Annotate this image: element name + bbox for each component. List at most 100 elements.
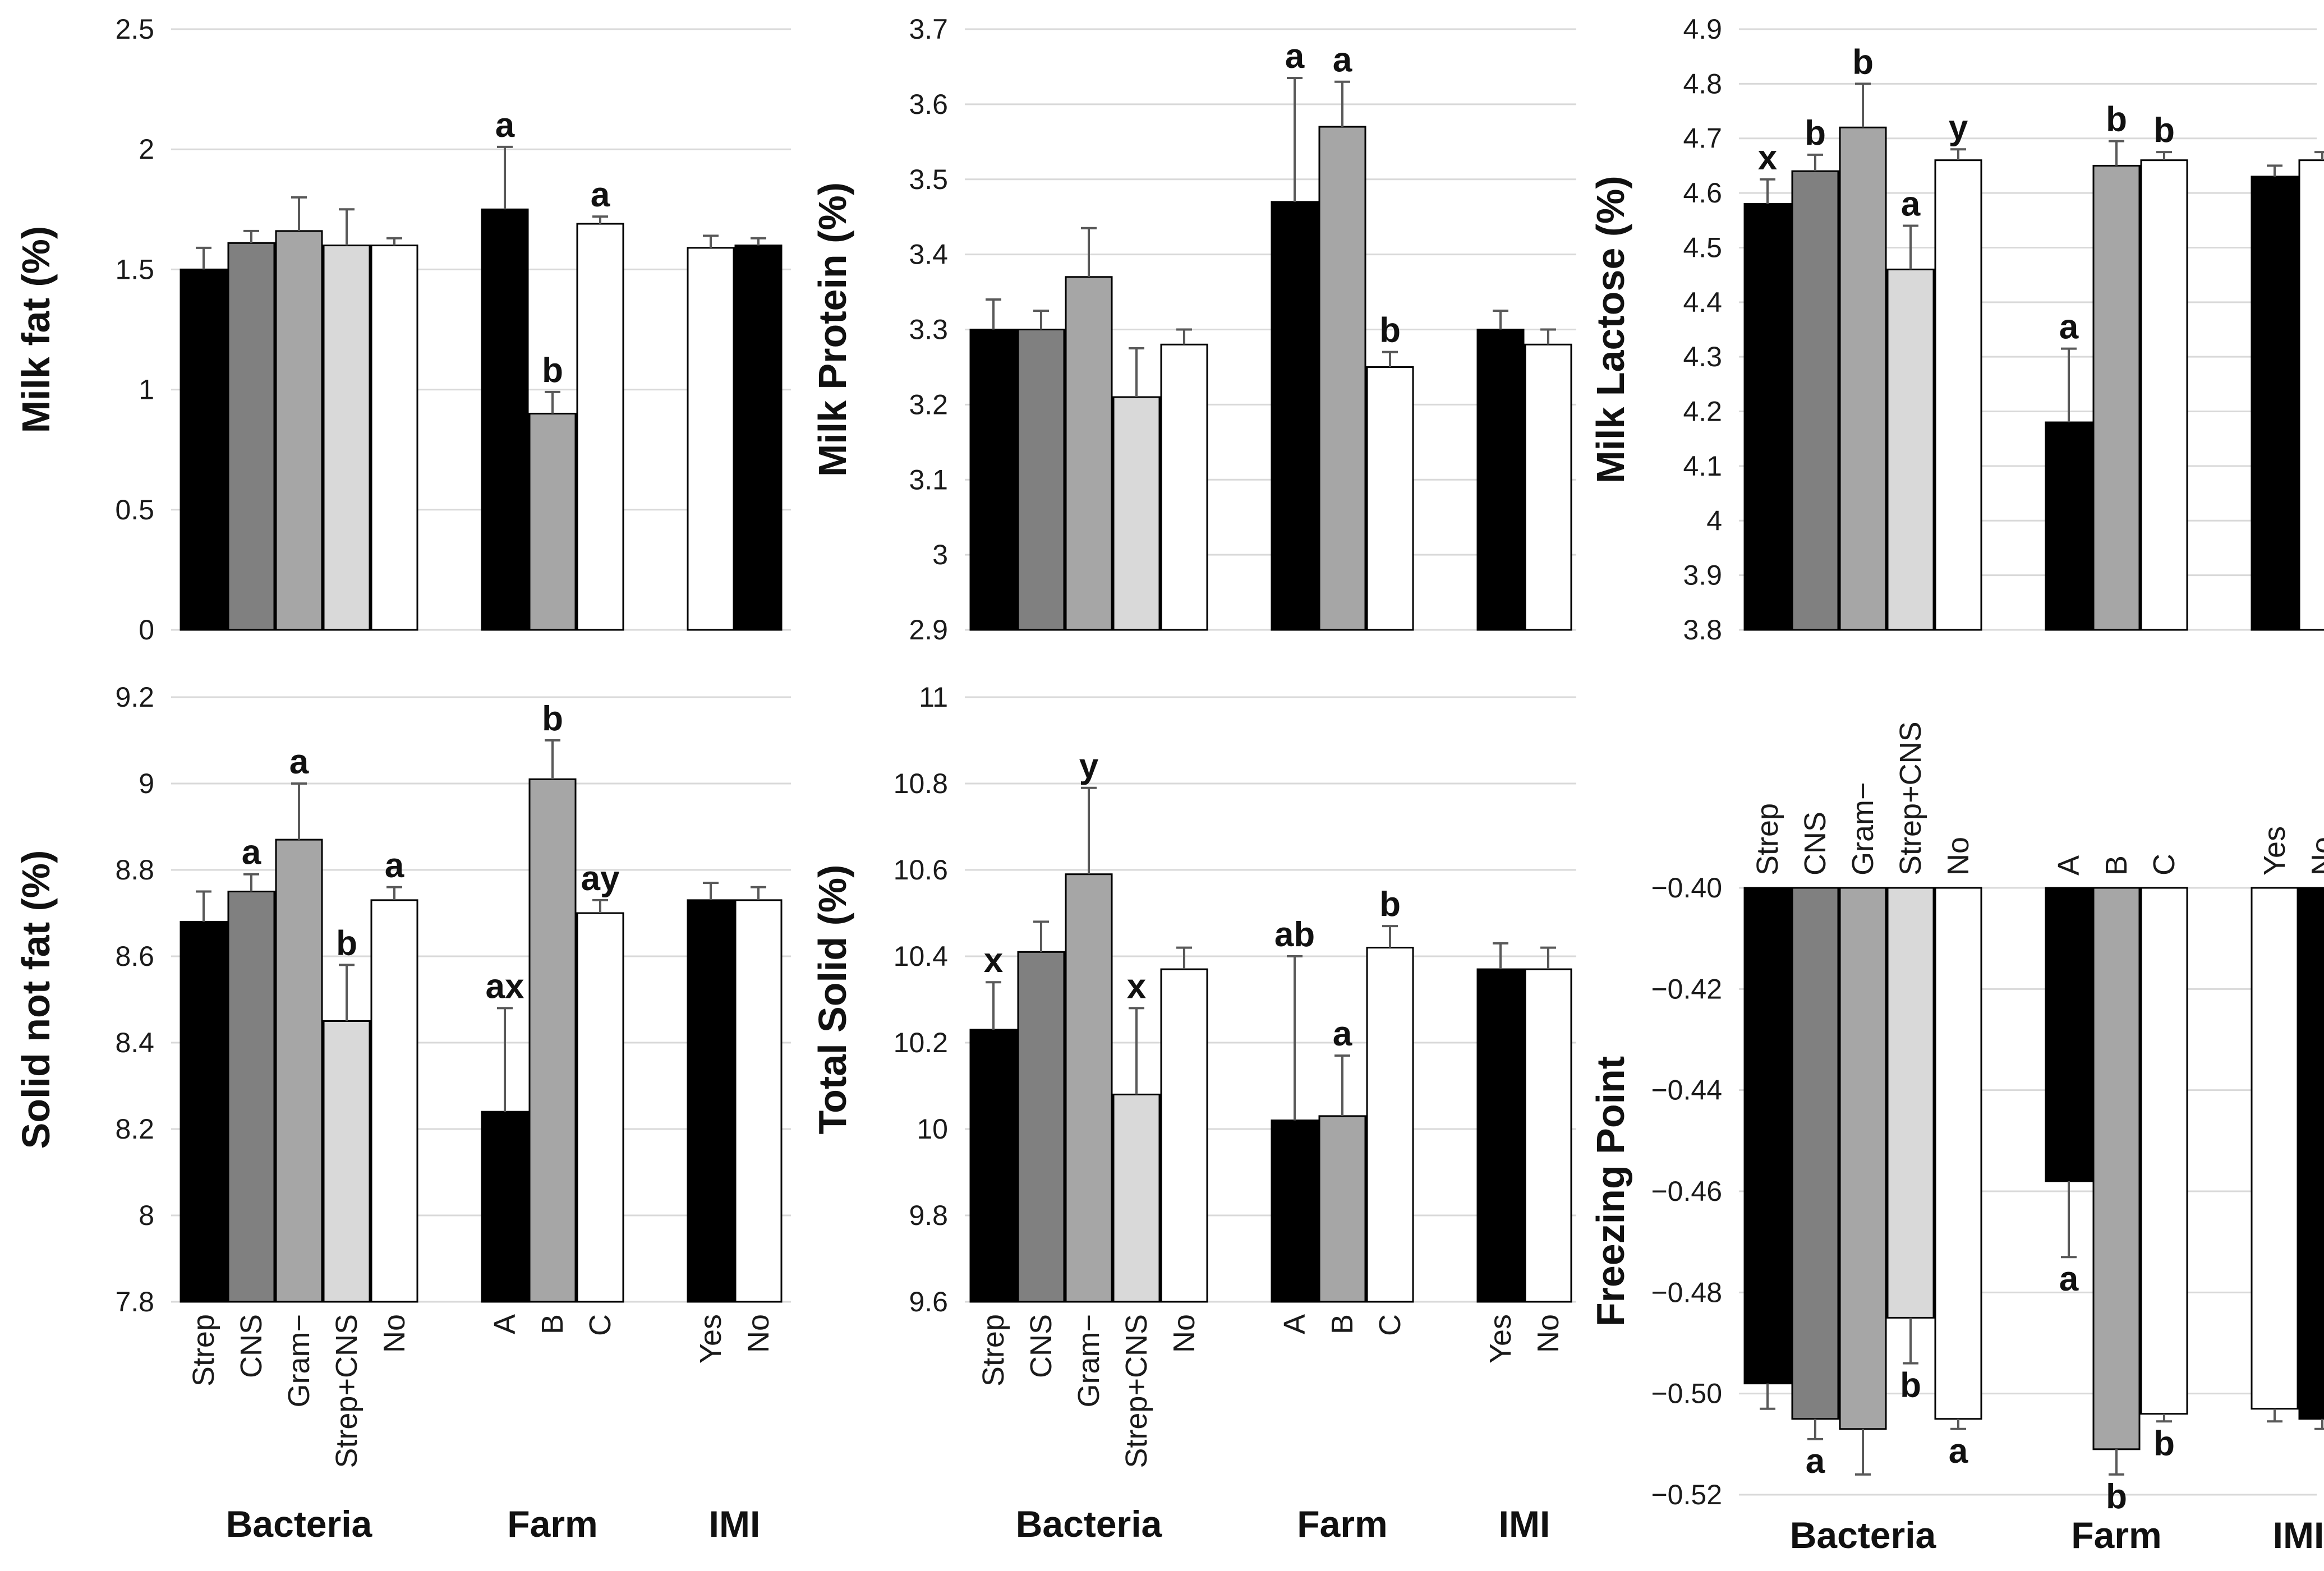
bar: [1839, 126, 1887, 631]
bar: [1318, 126, 1366, 631]
bar: [1366, 947, 1414, 1303]
y-axis-label: Freezing Point: [1589, 1056, 1632, 1326]
bar: [1934, 887, 1982, 1420]
category-label: No: [2305, 837, 2324, 876]
category-label: CNS: [1024, 1314, 1058, 1378]
y-tick-label: −0.44: [1651, 1075, 1722, 1106]
significance-label: b: [2153, 111, 2175, 150]
category-label: No: [1531, 1314, 1565, 1353]
y-tick-label: 4.2: [1683, 396, 1722, 427]
milk-protein-chart: 2.9 3 3.1 3.2 3.3 3.4 3.5 3.6 3.7 Milk Protein (%…: [811, 13, 1576, 646]
bar: [2251, 887, 2299, 1410]
y-tick-label: 3.6: [909, 89, 948, 120]
group-label: IMI: [709, 1503, 761, 1545]
y-tick-label: 8.4: [115, 1027, 154, 1058]
group-label: IMI: [1499, 1503, 1550, 1545]
bar: [1160, 968, 1208, 1303]
milk-fat-chart: 0 0.5 1 1.5 2 2.5 Milk fat (%) a b a: [14, 13, 791, 646]
bar: [1886, 268, 1935, 631]
significance-label: a: [1333, 1015, 1352, 1053]
category-label: Gram−: [1072, 1314, 1106, 1408]
significance-label: a: [1806, 1442, 1825, 1481]
category-label: Yes: [694, 1314, 728, 1363]
category-label: A: [488, 1314, 522, 1334]
bar: [275, 839, 323, 1303]
bar: [2140, 887, 2188, 1415]
bar: [2298, 159, 2324, 631]
bar: [1524, 343, 1572, 631]
y-tick-label: 4.7: [1683, 123, 1722, 154]
category-label: Strep: [187, 1314, 220, 1386]
bar: [687, 247, 735, 631]
category-label: C: [2147, 854, 2181, 876]
y-tick-label: 1: [139, 374, 154, 406]
group-label: Bacteria: [1790, 1514, 1937, 1556]
category-label: Gram−: [282, 1314, 316, 1408]
y-tick-label: 1.5: [115, 254, 154, 285]
y-tick-label: 2.5: [115, 13, 154, 45]
y-tick-label: 11: [919, 681, 948, 713]
significance-label: a: [495, 106, 515, 145]
y-tick-label: 0: [139, 614, 154, 646]
solid-not-fat-chart: 7.8 8 8.2 8.4 8.6 8.8 9 9.2 Solid not fat (%) Str…: [14, 681, 791, 1545]
significance-label: b: [1900, 1366, 1921, 1405]
bar: [734, 245, 783, 631]
significance-label: ab: [1274, 915, 1315, 954]
bar: [687, 899, 735, 1303]
bar: [323, 245, 371, 631]
category-label: No: [378, 1314, 411, 1353]
significance-label: ax: [486, 967, 524, 1006]
bar: [1524, 968, 1572, 1303]
significance-label: a: [1285, 37, 1305, 76]
bar: [734, 899, 783, 1303]
significance-label: b: [1805, 114, 1826, 153]
y-tick-label: 4.5: [1683, 232, 1722, 263]
significance-label: a: [1333, 41, 1352, 80]
bar: [1065, 276, 1113, 631]
significance-label: ay: [581, 859, 620, 898]
bar: [2140, 159, 2188, 631]
bar: [1743, 203, 1792, 631]
y-tick-label: 3.5: [909, 164, 948, 195]
bar: [1839, 887, 1887, 1430]
y-tick-label: −0.42: [1651, 973, 1722, 1005]
significance-label: b: [336, 924, 357, 962]
bar: [1318, 1115, 1366, 1303]
y-tick-label: 0.5: [115, 494, 154, 526]
bar: [323, 1020, 371, 1303]
group-label: Bacteria: [1016, 1503, 1163, 1545]
y-tick-label: 7.8: [115, 1286, 154, 1317]
category-label: No: [1167, 1314, 1201, 1353]
y-tick-label: 10.2: [894, 1027, 948, 1058]
significance-label: b: [2153, 1424, 2175, 1463]
category-label: B: [2100, 855, 2133, 876]
y-tick-label: 8.8: [115, 854, 154, 886]
y-tick-label: −0.50: [1651, 1378, 1722, 1409]
y-axis-label: Milk Lactose (%): [1589, 176, 1632, 483]
y-tick-label: 4.6: [1683, 177, 1722, 209]
bar: [2092, 164, 2141, 631]
category-label: Yes: [2258, 826, 2291, 876]
total-solid-chart: 9.6 9.8 10 10.2 10.4 10.6 10.8 11 Total Solid (%…: [811, 681, 1576, 1545]
category-label: C: [1373, 1314, 1407, 1336]
category-label: Gram−: [1846, 782, 1880, 876]
bar: [576, 912, 624, 1303]
y-tick-label: 3: [932, 539, 948, 570]
significance-label: a: [1949, 1432, 1968, 1471]
bar: [481, 1111, 529, 1303]
y-tick-label: 3.8: [1683, 614, 1722, 646]
significance-label: a: [289, 743, 309, 781]
bar: [528, 778, 577, 1303]
y-tick-label: 3.1: [909, 464, 948, 495]
category-label: A: [2052, 855, 2086, 876]
y-tick-label: 8.6: [115, 941, 154, 972]
category-label: CNS: [234, 1314, 268, 1378]
significance-label: b: [542, 351, 563, 390]
category-label: CNS: [1798, 812, 1832, 876]
bar: [1271, 1119, 1319, 1303]
bar: [2251, 176, 2299, 631]
significance-label: b: [542, 699, 563, 738]
bar: [180, 920, 228, 1303]
significance-label: b: [2106, 100, 2127, 139]
